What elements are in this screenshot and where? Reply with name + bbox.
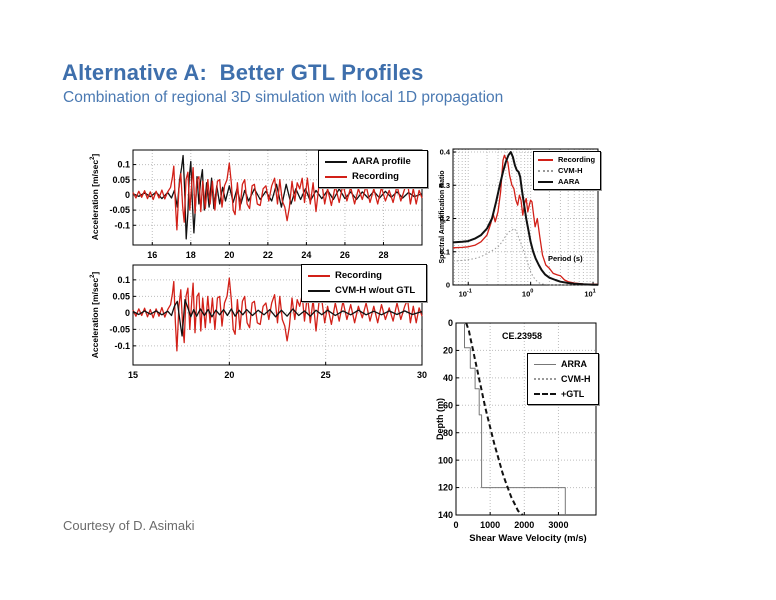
svg-text:0: 0 [453,520,458,530]
recording-line-swatch [308,274,330,277]
svg-text:0: 0 [446,281,450,290]
station-label: CE.23958 [501,331,543,341]
legend-entry: Recording [538,154,596,165]
legend-entry: AARA [538,176,596,187]
svg-text:20: 20 [224,370,234,380]
svg-text:40: 40 [443,373,453,383]
legend-aara-recording: AARA profile Recording [318,150,428,188]
svg-text:22: 22 [263,250,273,260]
svg-text:140: 140 [438,510,453,520]
acceleration-axis-label: Acceleration [m/sec2] [90,271,100,359]
svg-text:-0.05: -0.05 [109,205,130,215]
cvmh-dotted-swatch [538,169,553,172]
slide-title: Alternative A: Better GTL Profiles [62,60,424,85]
depth-axis-label: Depth (m) [435,398,445,440]
svg-text:24: 24 [301,250,311,260]
spectral-ratio-axis-label: Spectral Amplification Ratio [439,170,446,264]
legend-label: Recording [558,155,596,164]
cvmh-line-swatch [308,289,330,292]
gtl-dashed-swatch [534,392,556,395]
svg-text:0: 0 [125,190,130,200]
slide-subtitle: Combination of regional 3D simulation wi… [63,89,504,106]
svg-text:-0.1: -0.1 [114,220,130,230]
svg-text:0: 0 [448,318,453,328]
svg-text:28: 28 [378,250,388,260]
legend-entry: CVM-H w/out GTL [308,283,420,298]
recording-line-swatch [538,158,553,161]
legend-recording-cvmh: Recording CVM-H w/out GTL [301,264,427,302]
svg-text:30: 30 [417,370,427,380]
svg-text:16: 16 [147,250,157,260]
svg-text:60: 60 [443,400,453,410]
svg-text:18: 18 [186,250,196,260]
svg-text:25: 25 [321,370,331,380]
legend-label: AARA [558,177,580,186]
svg-text:100: 100 [438,455,453,465]
legend-spectral: Recording CVM-H AARA [533,151,601,190]
acceleration-cvmh-chart: 15 20 25 30 0.1 0.05 0 -0.05 -0.1 [109,264,427,380]
legend-entry: Recording [308,268,420,283]
recording-line-swatch [325,175,347,178]
shear-velocity-axis-label: Shear Wave Velocity (m/s) [469,533,587,544]
svg-text:0.05: 0.05 [112,292,130,302]
svg-text:3000: 3000 [548,520,568,530]
svg-text:20: 20 [224,250,234,260]
legend-label: CVM-H [558,166,583,175]
legend-entry: AARA profile [325,154,421,169]
svg-text:0: 0 [125,308,130,318]
svg-text:0.1: 0.1 [440,247,450,256]
legend-label: CVM-H [561,373,591,384]
acceleration-axis-label: Acceleration [m/sec2] [90,153,100,241]
aara-line-swatch [538,180,553,183]
svg-text:0.3: 0.3 [440,181,450,190]
svg-text:20: 20 [443,346,453,356]
svg-text:0.1: 0.1 [117,160,130,170]
legend-entry: +GTL [534,387,592,401]
courtesy-credit: Courtesy of D. Asimaki [63,518,195,533]
legend-label: CVM-H w/out GTL [335,285,416,296]
svg-text:26: 26 [340,250,350,260]
arra-line-swatch [534,363,556,365]
svg-text:120: 120 [438,483,453,493]
legend-label: Recording [335,270,382,281]
legend-entry: Recording [325,169,421,184]
svg-text:80: 80 [443,428,453,438]
legend-label: Recording [352,171,399,182]
legend-entry: CVM-H [538,165,596,176]
svg-text:101: 101 [584,289,595,299]
aara-line-swatch [325,160,347,163]
svg-text:0.2: 0.2 [440,214,450,223]
legend-velocity: ARRA CVM-H +GTL [527,353,599,405]
velocity-profile-chart: 0 1000 2000 3000 0 20 40 60 80 100 120 140 [438,318,597,530]
svg-text:2000: 2000 [514,520,534,530]
svg-text:15: 15 [128,370,138,380]
legend-label: ARRA [561,359,587,370]
legend-label: AARA profile [352,156,411,167]
legend-label: +GTL [561,388,585,399]
svg-text:0.1: 0.1 [117,275,130,285]
legend-entry: CVM-H [534,372,592,386]
svg-text:-0.05: -0.05 [109,325,130,335]
svg-text:1000: 1000 [480,520,500,530]
cvmh-dotted-swatch [534,377,556,380]
period-axis-label: Period (s) [548,254,583,263]
svg-text:-0.1: -0.1 [114,341,130,351]
svg-text:0.4: 0.4 [440,148,451,157]
svg-text:0.05: 0.05 [112,175,130,185]
legend-entry: ARRA [534,357,592,371]
svg-text:100: 100 [522,289,533,299]
svg-text:10-1: 10-1 [459,289,472,299]
